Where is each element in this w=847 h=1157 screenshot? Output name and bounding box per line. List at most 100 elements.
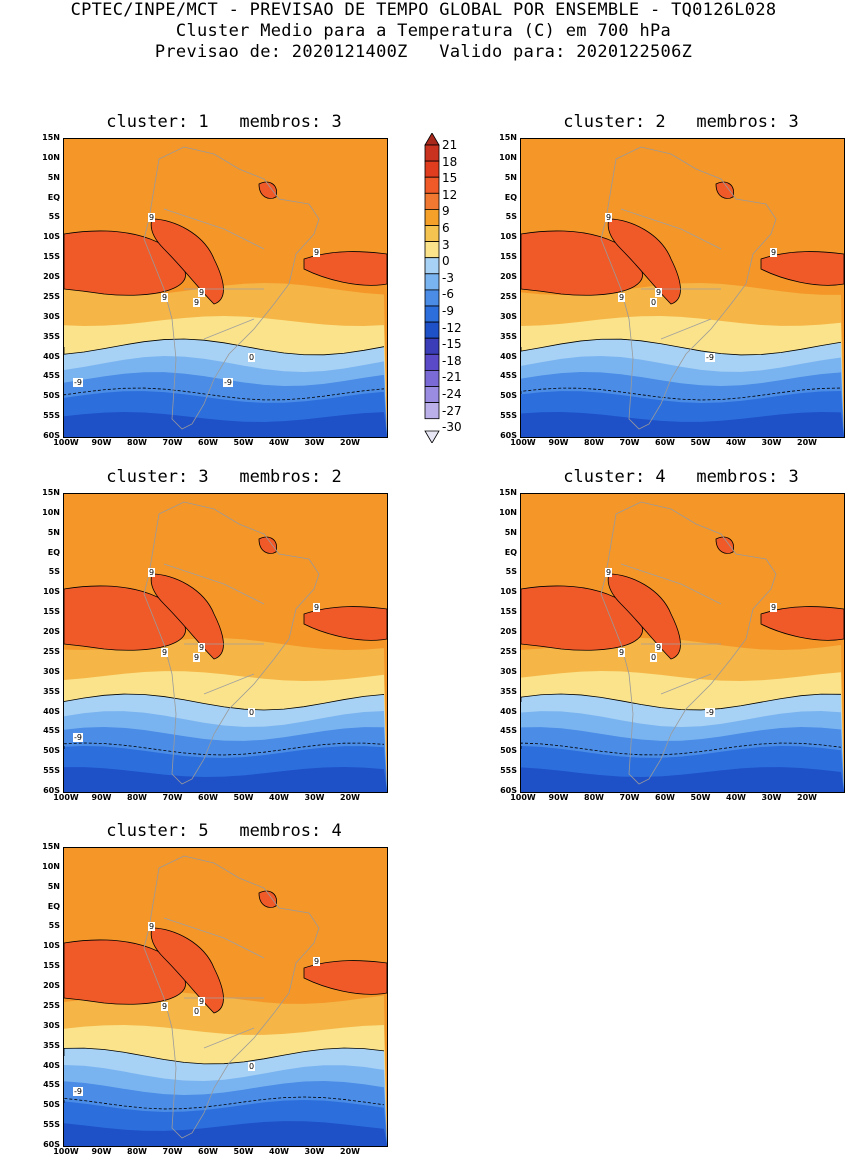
- colorbar-label: -12: [442, 320, 462, 335]
- lat-tick-label: EQ: [47, 901, 60, 911]
- lon-tick-label: 20W: [797, 793, 817, 802]
- panel-title: cluster: 3 membros: 2: [106, 467, 342, 487]
- lat-tick-label: 5N: [47, 527, 60, 537]
- contour-m9: [64, 1096, 385, 1110]
- lon-tick-label: 60W: [198, 438, 218, 447]
- lat-tick-label: 55S: [500, 766, 517, 776]
- contour-m9: [521, 387, 842, 401]
- contour-label: 9: [148, 568, 156, 577]
- lon-tick-label: 80W: [584, 438, 604, 447]
- lat-tick-label: 55S: [43, 1120, 60, 1130]
- colorbar-label: 3: [442, 237, 450, 252]
- warm-region-atlantic: [760, 606, 844, 641]
- colorbar-box: [424, 273, 440, 291]
- colorbar-label: -21: [442, 370, 462, 385]
- lat-tick-label: 5N: [504, 172, 517, 182]
- lon-tick-label: 20W: [340, 1147, 360, 1156]
- warm-region-north: [715, 181, 734, 199]
- continent-outline: [600, 501, 777, 785]
- lon-tick-label: 60W: [198, 793, 218, 802]
- contour-label: 9: [161, 293, 169, 302]
- lat-tick-label: 30S: [500, 666, 517, 676]
- warm-region-andes: [607, 573, 681, 660]
- lat-tick-label: 45S: [500, 726, 517, 736]
- contour-0: [521, 693, 842, 711]
- lat-tick-label: 10S: [43, 232, 60, 242]
- lat-tick-label: 10N: [42, 861, 60, 871]
- lat-tick-label: 45S: [43, 371, 60, 381]
- continent-outline: [143, 855, 320, 1139]
- contour-label: 0: [248, 708, 256, 717]
- contour-label: -9: [705, 708, 715, 717]
- lat-tick-label: 10S: [43, 941, 60, 951]
- lon-tick-label: 100W: [53, 793, 79, 802]
- colorbar-box: [424, 209, 440, 226]
- header-line-3: Previsao de: 2020121400Z Valido para: 20…: [154, 42, 693, 62]
- warm-region-atlantic: [303, 960, 387, 995]
- warm-region-atlantic: [303, 251, 387, 286]
- lon-tick-label: 60W: [198, 1147, 218, 1156]
- lon-tick-label: 80W: [127, 1147, 147, 1156]
- lon-tick-label: 40W: [726, 438, 746, 447]
- contour-label: 9: [655, 643, 663, 652]
- country-borders: [620, 208, 722, 340]
- colorbar-box: [424, 289, 440, 307]
- contour-label: 9: [618, 293, 626, 302]
- lat-tick-label: 10N: [42, 152, 60, 162]
- lat-tick-label: 50S: [43, 1100, 60, 1110]
- field-band-m15-m12: [521, 767, 844, 792]
- field-band-m15-m12: [64, 767, 387, 792]
- colorbar-label: -30: [442, 420, 462, 435]
- lat-tick-label: 5N: [47, 881, 60, 891]
- colorbar-label: 15: [442, 171, 458, 186]
- map-panel: [63, 493, 388, 793]
- lon-tick-label: 50W: [690, 793, 711, 802]
- lat-tick-label: 5S: [505, 567, 517, 577]
- lat-tick-label: 15N: [42, 842, 60, 851]
- lon-tick-label: 20W: [340, 793, 360, 802]
- colorbar-box: [424, 402, 440, 420]
- lon-tick-label: 30W: [304, 438, 325, 447]
- lat-tick-label: 50S: [500, 391, 517, 401]
- lon-tick-label: 30W: [761, 793, 782, 802]
- continent-outline: [143, 146, 320, 430]
- lat-tick-label: 20S: [43, 627, 60, 637]
- contour-label: 9: [161, 1002, 169, 1011]
- lon-tick-label: 70W: [162, 438, 183, 447]
- contour-label: -9: [73, 1087, 83, 1096]
- lat-tick-label: 5S: [48, 212, 60, 222]
- contour-label: 0: [248, 1062, 256, 1071]
- continent-outline: [143, 501, 320, 785]
- contour-label: 0: [650, 298, 658, 307]
- lat-tick-label: 30S: [500, 311, 517, 321]
- warm-region-pacific: [521, 585, 643, 651]
- lat-tick-label: 15N: [499, 488, 517, 497]
- lat-tick-label: 30S: [43, 311, 60, 321]
- lat-tick-label: 40S: [500, 351, 517, 361]
- lat-tick-label: 5N: [504, 527, 517, 537]
- lat-tick-label: 60S: [43, 786, 60, 795]
- colorbar-label: -15: [442, 337, 462, 352]
- lat-tick-label: 55S: [43, 766, 60, 776]
- lon-tick-label: 80W: [127, 438, 147, 447]
- colorbar-box: [424, 353, 440, 371]
- temperature-field: [64, 139, 387, 437]
- field-band-m15-m12: [521, 412, 844, 437]
- contour-label: 9: [618, 648, 626, 657]
- warm-region-north: [258, 536, 277, 554]
- lat-tick-label: 10N: [499, 152, 517, 162]
- warm-region-north: [715, 536, 734, 554]
- warm-region-north: [258, 890, 277, 908]
- map-panel: [63, 847, 388, 1147]
- lat-tick-label: 30S: [43, 1020, 60, 1030]
- lon-tick-label: 90W: [91, 438, 112, 447]
- lon-tick-label: 40W: [269, 793, 289, 802]
- contour-0: [521, 338, 842, 356]
- contour-m9: [64, 387, 385, 401]
- colorbar-box: [424, 144, 440, 162]
- warm-region-pacific: [64, 585, 186, 651]
- lon-tick-label: 30W: [304, 1147, 325, 1156]
- lat-tick-label: 15S: [43, 607, 60, 617]
- colorbar-label: -27: [442, 403, 462, 418]
- lon-tick-label: 30W: [304, 793, 325, 802]
